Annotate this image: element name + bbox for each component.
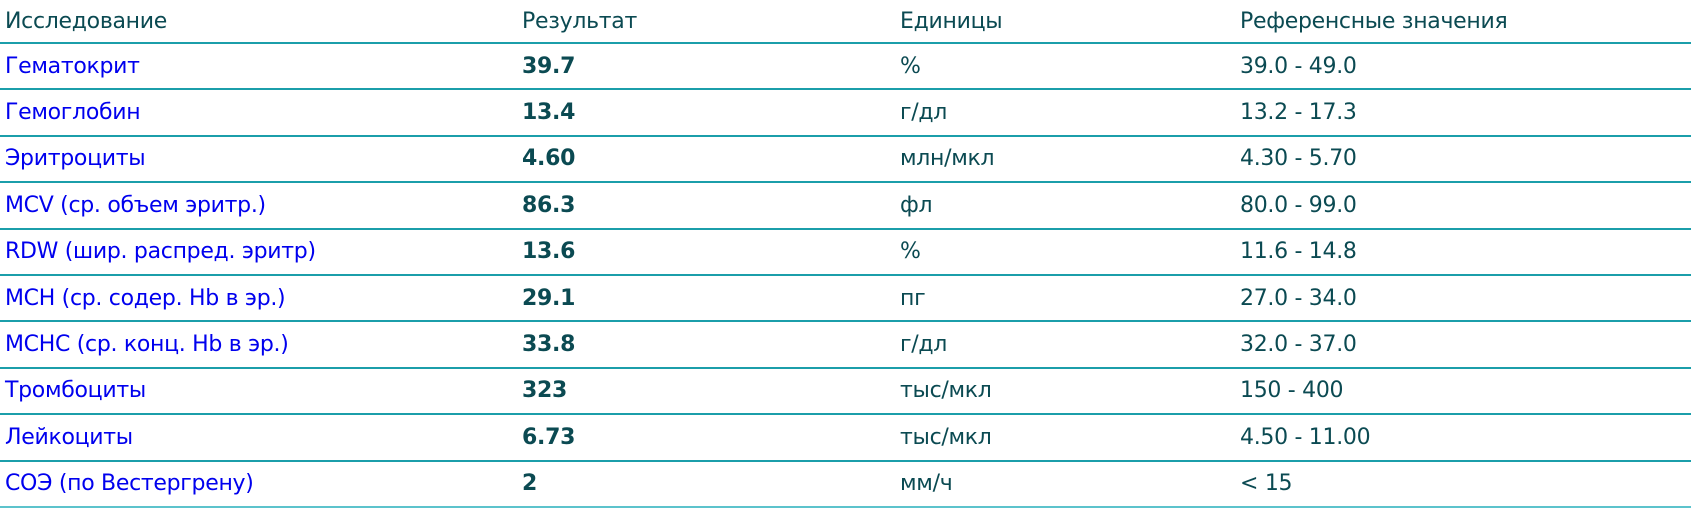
table-row: Тромбоциты 323 тыс/мкл 150 - 400 — [0, 367, 1691, 416]
table-header: Исследование Результат Единицы Референсн… — [0, 0, 1691, 44]
table-row: Эритроциты 4.60 млн/мкл 4.30 - 5.70 — [0, 135, 1691, 184]
test-name-link[interactable]: Гематокрит — [0, 43, 517, 91]
reference-range: 32.0 - 37.0 — [1235, 321, 1691, 369]
units-cell: г/дл — [895, 89, 1235, 137]
units-cell: пг — [895, 274, 1235, 323]
reference-range: 150 - 400 — [1235, 367, 1691, 416]
units-cell: г/дл — [895, 321, 1235, 369]
result-value: 13.4 — [517, 89, 895, 137]
table-row: MCV (ср. объем эритр.) 86.3 фл 80.0 - 99.0 — [0, 182, 1691, 230]
table-row: СОЭ (по Вестергрену) 2 мм/ч < 15 — [0, 460, 1691, 508]
test-name-link[interactable]: MCV (ср. объем эритр.) — [0, 182, 517, 230]
table-row: Гемоглобин 13.4 г/дл 13.2 - 17.3 — [0, 89, 1691, 137]
reference-range: 39.0 - 49.0 — [1235, 43, 1691, 91]
reference-range: 13.2 - 17.3 — [1235, 89, 1691, 137]
result-value: 4.60 — [517, 135, 895, 184]
reference-range: 4.30 - 5.70 — [1235, 135, 1691, 184]
test-name-link[interactable]: Эритроциты — [0, 135, 517, 184]
test-name-link[interactable]: RDW (шир. распред. эритр) — [0, 228, 517, 276]
result-value: 323 — [517, 367, 895, 416]
header-study: Исследование — [0, 0, 517, 44]
test-name-link[interactable]: MCH (ср. содер. Hb в эр.) — [0, 274, 517, 323]
reference-range: < 15 — [1235, 460, 1691, 508]
result-value: 29.1 — [517, 274, 895, 323]
result-value: 86.3 — [517, 182, 895, 230]
units-cell: фл — [895, 182, 1235, 230]
test-name-link[interactable]: Лейкоциты — [0, 414, 517, 462]
reference-range: 80.0 - 99.0 — [1235, 182, 1691, 230]
units-cell: тыс/мкл — [895, 414, 1235, 462]
table-row: RDW (шир. распред. эритр) 13.6% 11.6 - 14.… — [0, 228, 1691, 276]
units-cell: % — [895, 43, 1235, 91]
table-row: MCH (ср. содер. Hb в эр.) 29.1 пг 27.0 - 34… — [0, 274, 1691, 323]
table-row: Лейкоциты 6.73 тыс/мкл 4.50 - 11.00 — [0, 414, 1691, 462]
units-cell: тыс/мкл — [895, 367, 1235, 416]
test-name-link[interactable]: MCHC (ср. конц. Hb в эр.) — [0, 321, 517, 369]
result-value: 6.73 — [517, 414, 895, 462]
test-name-link[interactable]: Тромбоциты — [0, 367, 517, 416]
table-row: Гематокрит 39.7% 39.0 - 49.0 — [0, 43, 1691, 91]
result-value: 39.7 — [517, 43, 895, 91]
result-value: 2 — [517, 460, 895, 508]
table-row: MCHC (ср. конц. Hb в эр.) 33.8 г/дл 32.0 - … — [0, 321, 1691, 369]
units-cell: % — [895, 228, 1235, 276]
reference-range: 11.6 - 14.8 — [1235, 228, 1691, 276]
header-units: Единицы — [895, 0, 1235, 44]
reference-range: 4.50 - 11.00 — [1235, 414, 1691, 462]
test-name-link[interactable]: Гемоглобин — [0, 89, 517, 137]
units-cell: мм/ч — [895, 460, 1235, 508]
header-result: Результат — [517, 0, 895, 44]
result-value: 13.6 — [517, 228, 895, 276]
units-cell: млн/мкл — [895, 135, 1235, 184]
test-name-link[interactable]: СОЭ (по Вестергрену) — [0, 460, 517, 508]
result-value: 33.8 — [517, 321, 895, 369]
reference-range: 27.0 - 34.0 — [1235, 274, 1691, 323]
header-reference: Референсные значения — [1235, 0, 1691, 44]
